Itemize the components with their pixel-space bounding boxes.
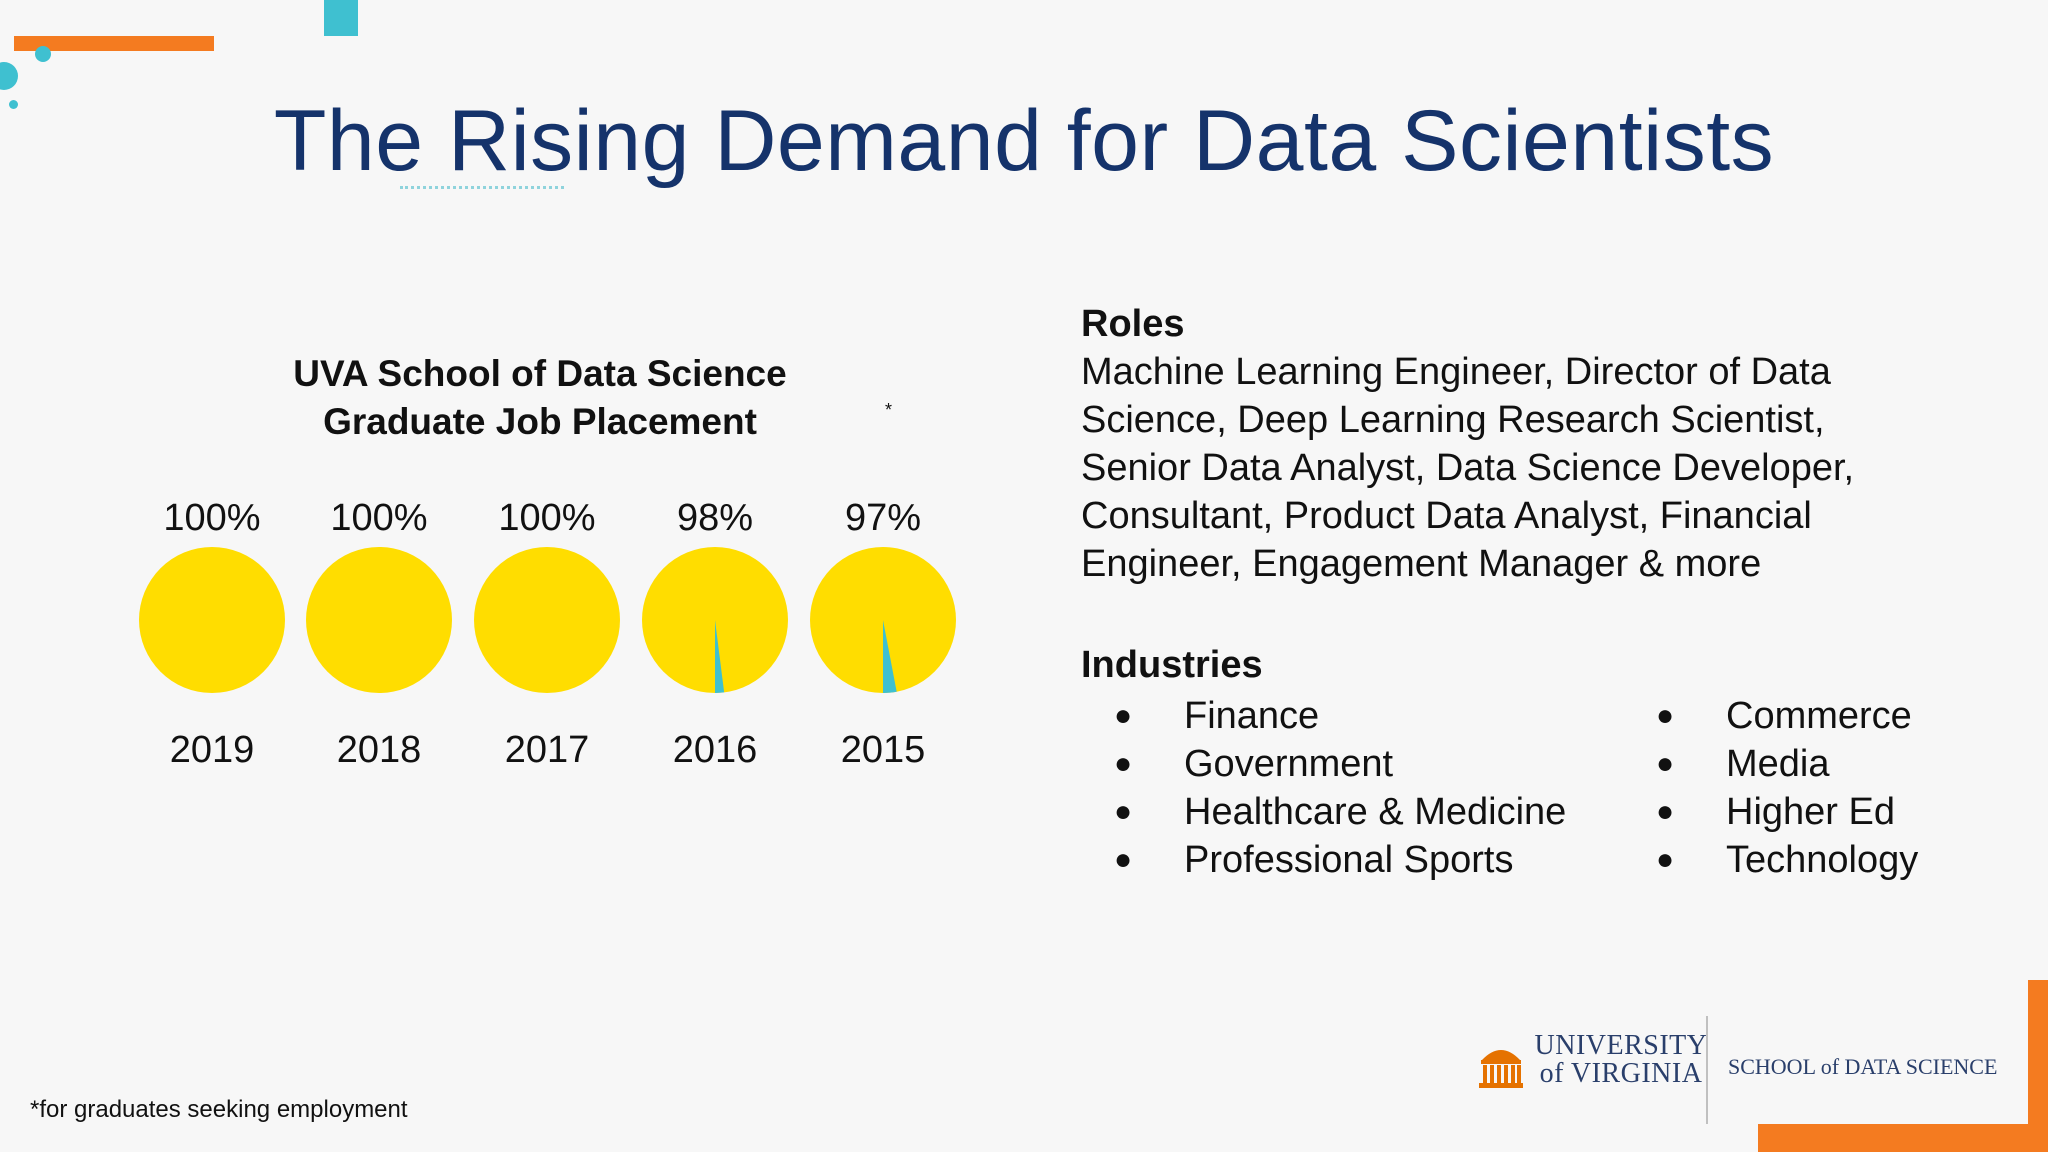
pie-slice-placed (474, 547, 620, 693)
industries-list-column-1: Finance Government Healthcare & Medicine… (1114, 692, 1566, 884)
decorative-dot (0, 62, 18, 90)
pie-value-label: 100% (498, 497, 595, 539)
pie-2016: 98% 2016 (642, 497, 788, 771)
industry-item: Healthcare & Medicine (1114, 788, 1566, 836)
chart-title: UVA School of Data Science Graduate Job … (210, 350, 892, 446)
pie-year-label: 2019 (170, 729, 255, 771)
pie-value-label: 97% (845, 497, 921, 539)
sds-wordmark: SCHOOL of DATA SCIENCE (1728, 1054, 1998, 1079)
roles-text-line: Engineer, Engagement Manager & more (1081, 543, 1762, 585)
roles-text-line: Science, Deep Learning Research Scientis… (1081, 399, 1825, 441)
industry-item: Finance (1114, 692, 1566, 740)
pie-value-label: 100% (330, 497, 427, 539)
uva-sds-logo: UNIVERSITY of VIRGINIA SCHOOL of DATA SC… (1478, 1010, 2018, 1124)
logo-divider (1706, 1016, 1708, 1124)
chart-title-line-1: UVA School of Data Science (293, 353, 787, 394)
chart-title-footnote-mark: * (884, 400, 892, 420)
pie-slice-unplaced (715, 620, 725, 693)
industry-item: Higher Ed (1656, 788, 1918, 836)
pie-2018: 100% 2018 (306, 497, 452, 771)
footnote: *for graduates seeking employment (30, 1096, 408, 1123)
chart-title-line-2: Graduate Job Placement (323, 401, 757, 442)
roles-text-line: Senior Data Analyst, Data Science Develo… (1081, 447, 1855, 489)
decorative-dotted-line (400, 186, 564, 189)
decorative-dot (9, 100, 18, 109)
pie-2017: 100% 2017 (474, 497, 620, 771)
rotunda-icon (1479, 1050, 1523, 1088)
roles-heading: Roles (1081, 303, 1185, 345)
decorative-orange-bar (14, 36, 214, 51)
roles-text-line: Consultant, Product Data Analyst, Financ… (1081, 495, 1812, 537)
pie-slice-unplaced (883, 620, 897, 693)
pie-2019: 100% 2019 (139, 497, 285, 771)
pie-year-label: 2016 (673, 729, 758, 771)
placement-pie-charts: 100% 2019 100% 2018 100% 2017 98% 2016 97% 2015 (139, 497, 956, 771)
industries-list-column-2: Commerce Media Higher Ed Technology (1656, 692, 1918, 884)
decorative-orange-bar (1758, 1124, 2048, 1152)
pie-slice-placed (306, 547, 452, 693)
pie-value-label: 98% (677, 497, 753, 539)
industry-item: Media (1656, 740, 1918, 788)
decorative-teal-square (324, 0, 358, 36)
industry-item: Professional Sports (1114, 836, 1566, 884)
roles-text-line: Machine Learning Engineer, Director of D… (1081, 351, 1831, 393)
pie-value-label: 100% (163, 497, 260, 539)
uva-wordmark: UNIVERSITY of VIRGINIA (1534, 1030, 1708, 1089)
pie-year-label: 2018 (337, 729, 422, 771)
pie-year-label: 2015 (841, 729, 926, 771)
pie-2015: 97% 2015 (810, 497, 956, 771)
industries-heading: Industries (1081, 644, 1263, 686)
decorative-orange-bar (2028, 980, 2048, 1152)
decorative-dot (35, 46, 51, 62)
industry-item: Government (1114, 740, 1566, 788)
roles-section: Roles Machine Learning Engineer, Directo… (1081, 300, 1981, 588)
industry-item: Commerce (1656, 692, 1918, 740)
pie-year-label: 2017 (505, 729, 590, 771)
pie-slice-placed (139, 547, 285, 693)
industry-item: Technology (1656, 836, 1918, 884)
page-title: The Rising Demand for Data Scientists (273, 93, 1775, 189)
